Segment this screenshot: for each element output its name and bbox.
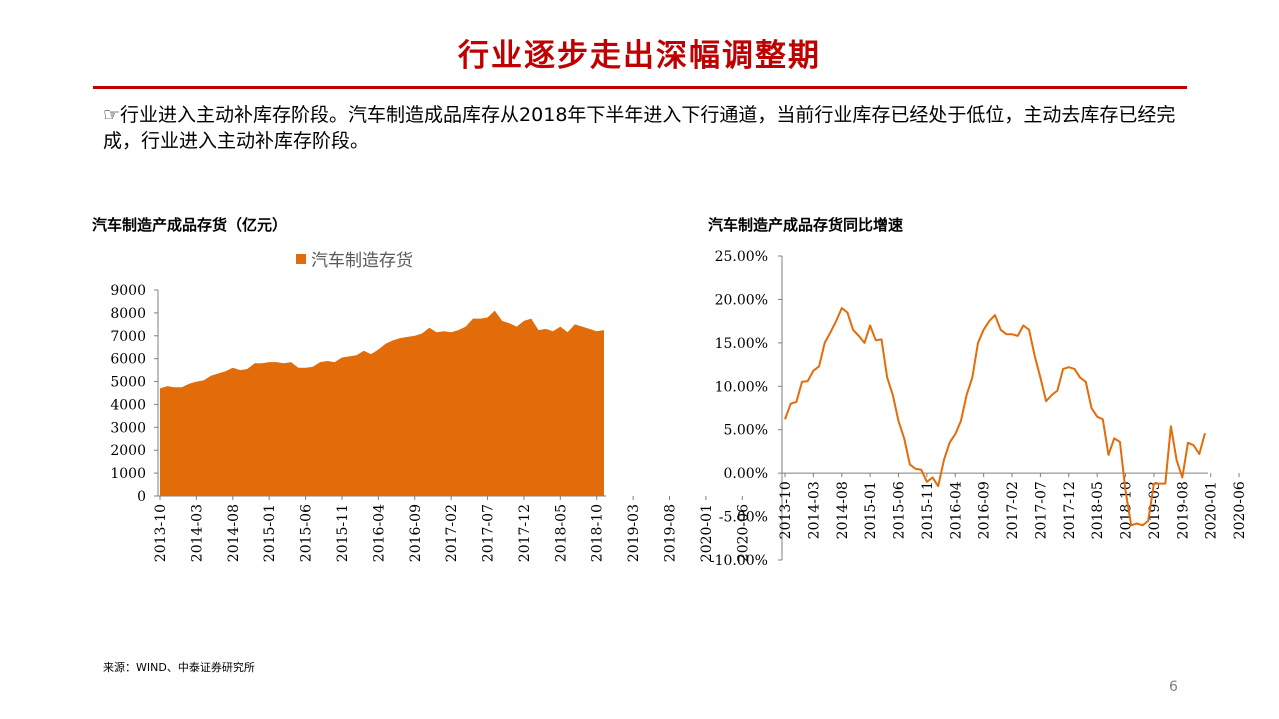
x-tick-label: 2015-06 <box>299 504 315 562</box>
x-tick-label: 2015-01 <box>863 481 879 539</box>
x-tick-label: 2014-03 <box>806 481 822 539</box>
intro-paragraph: ☞行业进入主动补库存阶段。汽车制造成品库存从2018年下半年进入下行通道，当前行… <box>103 102 1183 154</box>
y-tick-label: -5.00% <box>719 510 768 526</box>
x-tick-label: 2019-08 <box>663 504 679 562</box>
y-tick-label: 0.00% <box>724 466 768 482</box>
legend-label: 汽车制造存货 <box>311 251 413 271</box>
x-tick-label: 2018-10 <box>1119 481 1135 539</box>
y-tick-label: 6000 <box>110 352 146 368</box>
x-tick-label: 2017-12 <box>517 504 533 562</box>
title-divider <box>93 86 1187 89</box>
x-tick-label: 2019-08 <box>1175 481 1191 539</box>
growth-line <box>784 307 1206 527</box>
y-tick-label: 7000 <box>110 329 146 345</box>
x-tick-label: 2019-03 <box>626 504 642 562</box>
right-chart-title: 汽车制造产成品存货同比增速 <box>708 216 904 234</box>
page-number: 6 <box>1169 679 1178 695</box>
x-tick-label: 2015-11 <box>920 481 936 539</box>
legend-swatch <box>296 254 306 264</box>
y-tick-label: 8000 <box>110 306 146 322</box>
y-tick-label: 25.00% <box>715 249 768 265</box>
x-tick-label: 2015-01 <box>262 504 278 562</box>
x-tick-label: 2020-01 <box>1204 481 1220 539</box>
x-tick-label: 2016-04 <box>948 481 964 539</box>
y-tick-label: -10.00% <box>710 553 768 569</box>
y-tick-label: 20.00% <box>715 292 768 308</box>
x-tick-label: 2018-05 <box>553 504 569 562</box>
pointing-hand-icon: ☞ <box>103 104 121 126</box>
y-tick-label: 1000 <box>110 466 146 482</box>
left-chart-title: 汽车制造产成品存货（亿元） <box>92 216 288 234</box>
intro-text: 行业进入主动补库存阶段。汽车制造成品库存从2018年下半年进入下行通道，当前行业… <box>103 104 1176 152</box>
y-tick-label: 10.00% <box>715 379 768 395</box>
x-tick-label: 2017-07 <box>1033 481 1049 539</box>
x-tick-label: 2017-07 <box>481 504 497 562</box>
x-tick-label: 2015-06 <box>892 481 908 539</box>
x-tick-label: 2016-09 <box>408 504 424 562</box>
x-tick-label: 2014-08 <box>835 481 851 539</box>
slide-title: 行业逐步走出深幅调整期 <box>458 38 821 74</box>
x-tick-label: 2017-12 <box>1062 481 1078 539</box>
source-note: 来源：WIND、中泰证券研究所 <box>103 661 255 674</box>
y-tick-label: 5.00% <box>724 423 768 439</box>
inventory-area <box>160 310 604 496</box>
x-tick-label: 2016-09 <box>977 481 993 539</box>
y-tick-label: 15.00% <box>715 336 768 352</box>
x-tick-label: 2019-03 <box>1147 481 1163 539</box>
x-tick-label: 2016-04 <box>371 504 387 562</box>
y-tick-label: 2000 <box>110 443 146 459</box>
y-tick-label: 5000 <box>110 375 146 391</box>
x-tick-label: 2015-11 <box>335 504 351 562</box>
x-tick-label: 2020-01 <box>699 504 715 562</box>
x-tick-label: 2018-10 <box>590 504 606 562</box>
x-tick-label: 2018-05 <box>1090 481 1106 539</box>
y-tick-label: 3000 <box>110 420 146 436</box>
x-tick-label: 2020-06 <box>735 504 751 562</box>
x-tick-label: 2014-08 <box>226 504 242 562</box>
x-tick-label: 2014-03 <box>189 504 205 562</box>
x-tick-label: 2017-02 <box>1005 481 1021 539</box>
x-tick-label: 2017-02 <box>444 504 460 562</box>
y-tick-label: 9000 <box>110 283 146 299</box>
y-tick-label: 4000 <box>110 397 146 413</box>
x-tick-label: 2020-06 <box>1232 481 1248 539</box>
x-tick-label: 2013-10 <box>153 504 169 562</box>
y-tick-label: 0 <box>137 489 146 505</box>
x-tick-label: 2013-10 <box>778 481 794 539</box>
